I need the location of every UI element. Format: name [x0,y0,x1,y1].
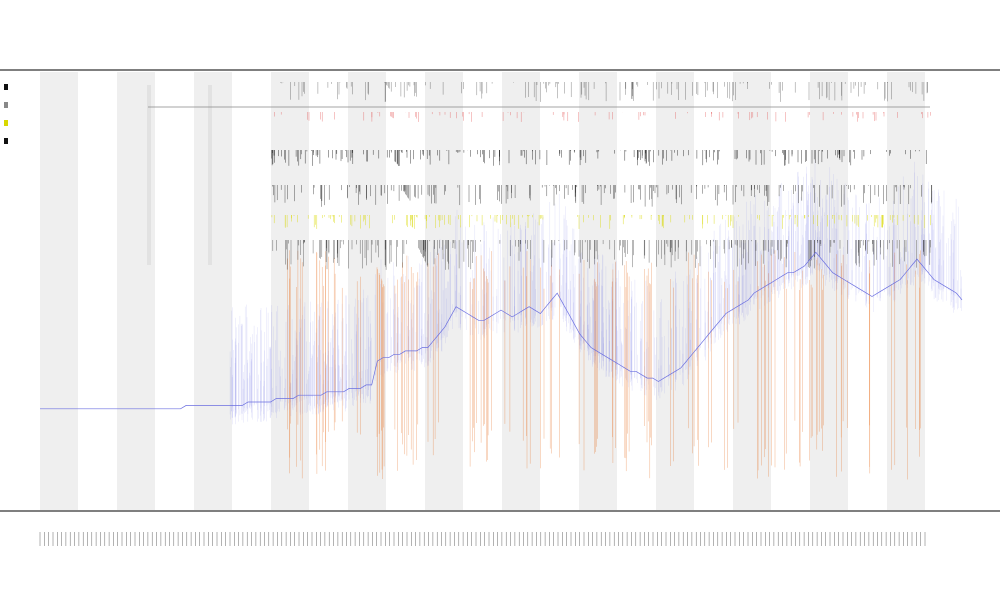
background-band [810,72,848,510]
legend-swatch [4,84,8,90]
x-tick-labels [39,532,926,546]
background-band [579,72,617,510]
background-band [656,72,694,510]
background-band [117,72,155,510]
legend [4,84,8,144]
main-series-line [40,251,963,410]
legend-swatch [4,138,8,144]
background-band [733,72,771,510]
background-band [502,72,540,510]
event-tick-rows [147,82,933,270]
legend-swatch [4,120,8,126]
legend-swatch [4,102,8,108]
background-band [271,72,309,510]
background-band [425,72,463,510]
vertical-event-lines [229,160,962,480]
background-band [40,72,78,510]
background-bands [40,72,925,510]
background-band [194,72,232,510]
background-band [887,72,925,510]
background-band [348,72,386,510]
axes [0,69,1000,512]
